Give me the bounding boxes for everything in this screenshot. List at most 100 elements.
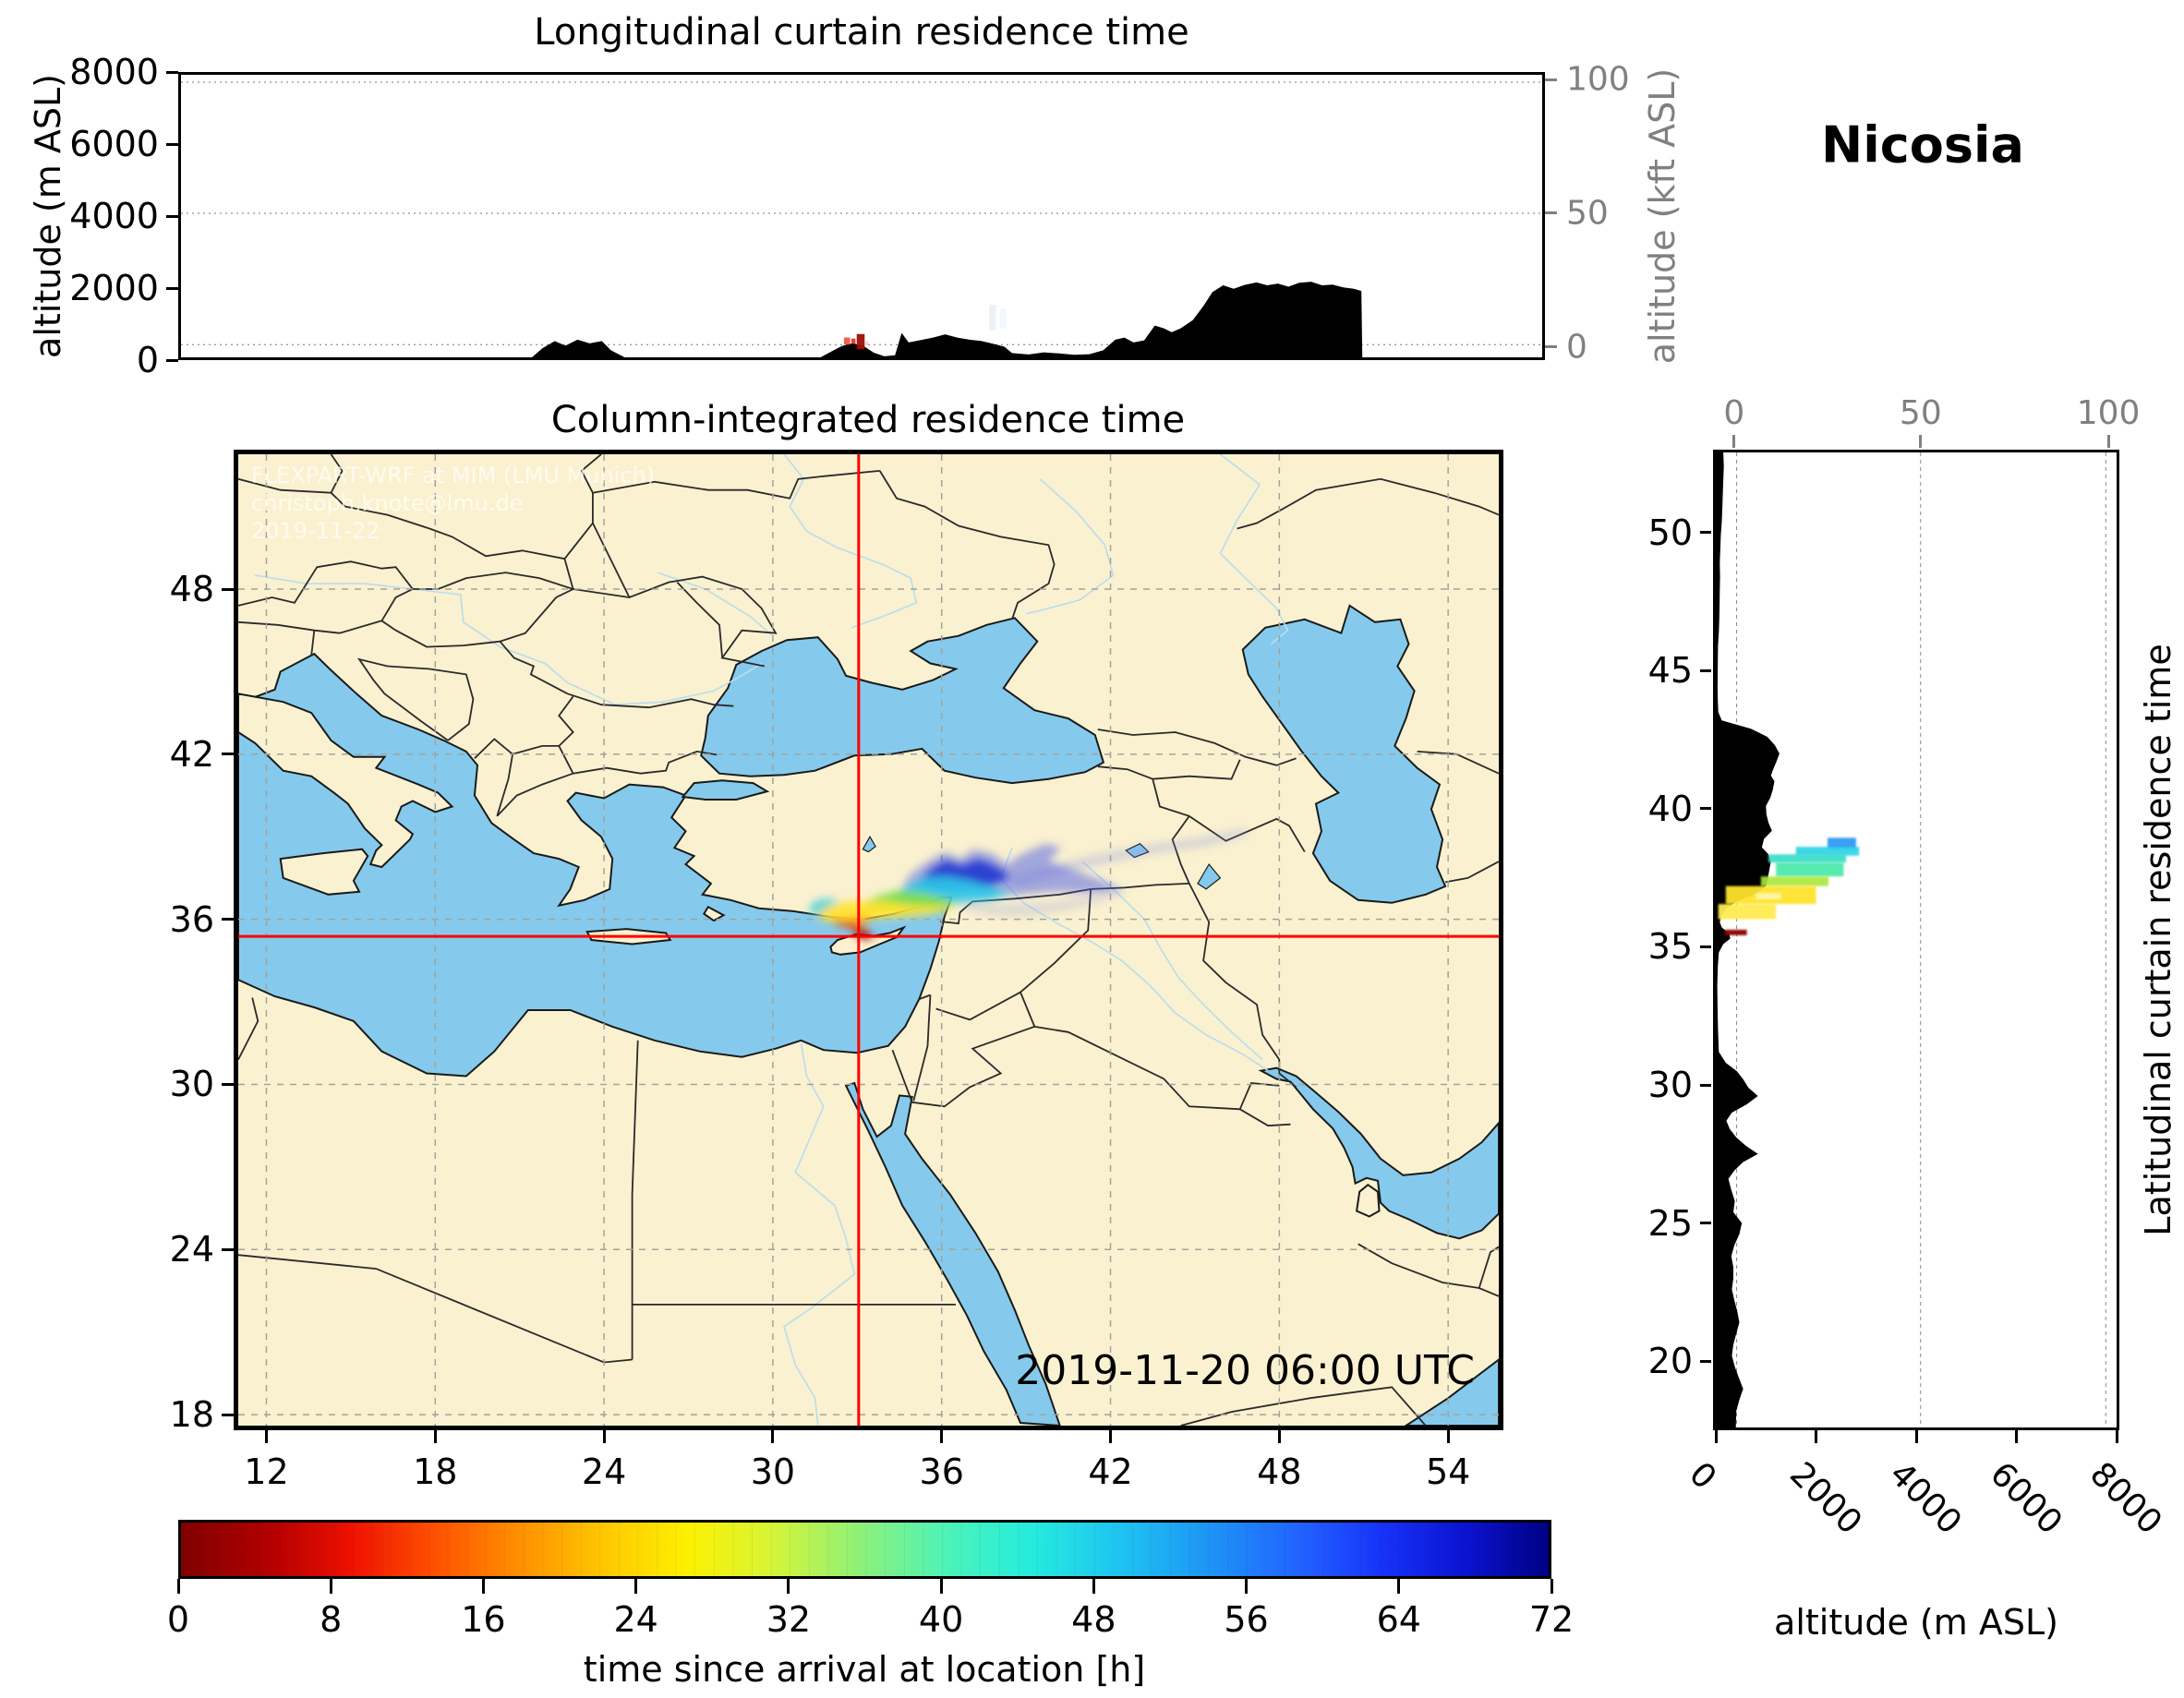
map-ytick: 48 bbox=[169, 569, 214, 610]
sea-polygon bbox=[1258, 1066, 1499, 1240]
tick-mark bbox=[1245, 1579, 1249, 1594]
country-border bbox=[592, 523, 778, 668]
tick-mark bbox=[1914, 1430, 1918, 1443]
ytick-m-asl: 0 bbox=[136, 340, 159, 380]
river-line bbox=[255, 574, 763, 706]
colorbar-gradient bbox=[181, 1523, 1549, 1576]
tick-mark bbox=[1700, 1222, 1711, 1225]
country-border bbox=[891, 1049, 913, 1103]
map-xtick: 48 bbox=[1257, 1451, 1302, 1492]
tick-mark bbox=[222, 1413, 234, 1416]
country-border bbox=[1034, 1026, 1240, 1111]
latitudinal-curtain-plot bbox=[1713, 450, 2119, 1430]
map-panel-title: Column-integrated residence time bbox=[550, 399, 1186, 441]
map-ytick: 30 bbox=[169, 1064, 214, 1105]
colorbar-tick: 64 bbox=[1376, 1599, 1421, 1640]
right-panel-ytick: 25 bbox=[1647, 1202, 1693, 1244]
tick-mark bbox=[222, 587, 234, 591]
tick-mark bbox=[1397, 1579, 1401, 1594]
colorbar-tick: 56 bbox=[1224, 1599, 1269, 1640]
tick-mark bbox=[166, 214, 178, 218]
country-border bbox=[330, 492, 346, 508]
country-border bbox=[238, 620, 382, 634]
right-panel-top-tick: 0 bbox=[1723, 394, 1745, 432]
map-xtick: 30 bbox=[750, 1451, 796, 1492]
tick-mark bbox=[1446, 1430, 1450, 1443]
tick-mark bbox=[222, 1247, 234, 1251]
tick-mark bbox=[939, 1579, 943, 1594]
country-border bbox=[912, 994, 932, 1102]
country-border bbox=[512, 744, 560, 755]
country-border bbox=[499, 641, 568, 695]
map-chart bbox=[238, 454, 1499, 1426]
country-border bbox=[567, 692, 734, 709]
ytick-kft: 0 bbox=[1566, 328, 1587, 367]
river-line bbox=[783, 454, 918, 629]
river-line bbox=[1081, 861, 1263, 1061]
longitudinal-curtain-plot bbox=[178, 72, 1545, 360]
sea-polygon bbox=[1241, 604, 1447, 904]
map-xtick: 18 bbox=[413, 1451, 458, 1492]
colorbar-tick: 72 bbox=[1528, 1599, 1575, 1640]
tick-mark bbox=[1545, 78, 1557, 81]
lake-polygon bbox=[1197, 862, 1222, 890]
latitudinal-curtain-chart bbox=[1716, 452, 2106, 1427]
latitudinal-panel-title: Latitudinal curtain residence time bbox=[2138, 644, 2178, 1236]
right-panel-ytick: 30 bbox=[1647, 1065, 1693, 1106]
lake-polygon bbox=[862, 835, 876, 853]
tick-mark bbox=[1700, 531, 1711, 535]
country-border bbox=[1180, 1386, 1427, 1426]
country-border bbox=[676, 581, 723, 658]
map-xtick: 54 bbox=[1425, 1451, 1471, 1492]
map-ytick: 18 bbox=[169, 1394, 214, 1436]
tick-mark bbox=[166, 142, 178, 146]
country-border bbox=[380, 572, 575, 648]
ytick-kft: 50 bbox=[1566, 194, 1609, 233]
ytick-m-asl: 4000 bbox=[69, 196, 159, 236]
tick-mark bbox=[1714, 1430, 1718, 1443]
residence-time-streaks bbox=[1718, 837, 1860, 935]
right-panel-ytick: 35 bbox=[1647, 926, 1693, 968]
column-integrated-map-plot: FLEXPART-WRF at MIM (LMU Munich) christo… bbox=[234, 450, 1503, 1430]
tick-mark bbox=[1700, 668, 1711, 672]
map-xtick: 12 bbox=[244, 1451, 289, 1492]
tick-mark bbox=[1700, 1359, 1711, 1363]
tick-mark bbox=[2106, 435, 2110, 448]
residence-time-plume bbox=[808, 828, 1249, 940]
tick-mark bbox=[1550, 1579, 1553, 1594]
island-polygon bbox=[702, 905, 726, 922]
river-line bbox=[1025, 478, 1115, 615]
colorbar-tick: 32 bbox=[766, 1599, 812, 1640]
attribution-line: FLEXPART-WRF at MIM (LMU Munich) bbox=[251, 463, 656, 488]
tick-mark bbox=[787, 1579, 790, 1594]
tick-mark bbox=[1109, 1430, 1113, 1443]
colorbar-tick: 8 bbox=[320, 1599, 343, 1640]
tick-mark bbox=[1092, 1579, 1095, 1594]
tick-mark bbox=[222, 1082, 234, 1086]
tick-mark bbox=[166, 70, 178, 74]
country-border bbox=[1097, 729, 1297, 766]
tick-mark bbox=[1919, 435, 1923, 448]
right-panel-xtick: 2000 bbox=[1781, 1455, 1869, 1542]
ytick-m-asl: 6000 bbox=[69, 124, 159, 164]
map-ytick: 24 bbox=[169, 1229, 214, 1270]
tick-mark bbox=[222, 918, 234, 921]
tick-mark bbox=[222, 753, 234, 756]
top-ylabel-right: altitude (kft ASL) bbox=[1642, 67, 1683, 365]
tick-mark bbox=[481, 1579, 485, 1594]
right-panel-ytick: 40 bbox=[1647, 788, 1693, 829]
tick-mark bbox=[176, 1579, 180, 1594]
tick-mark bbox=[940, 1430, 944, 1443]
country-border bbox=[1478, 1246, 1499, 1289]
country-border bbox=[238, 997, 259, 1061]
right-panel-xtick: 0 bbox=[1682, 1455, 1724, 1498]
colorbar-tick: 0 bbox=[166, 1599, 190, 1640]
map-xtick: 36 bbox=[919, 1451, 964, 1492]
sea-polygon bbox=[844, 1081, 1061, 1426]
sea-polygon bbox=[1404, 1358, 1499, 1426]
country-border bbox=[1189, 815, 1306, 853]
country-border bbox=[592, 470, 880, 500]
terrain-profile bbox=[1716, 452, 1780, 1427]
country-border bbox=[1171, 815, 1190, 885]
